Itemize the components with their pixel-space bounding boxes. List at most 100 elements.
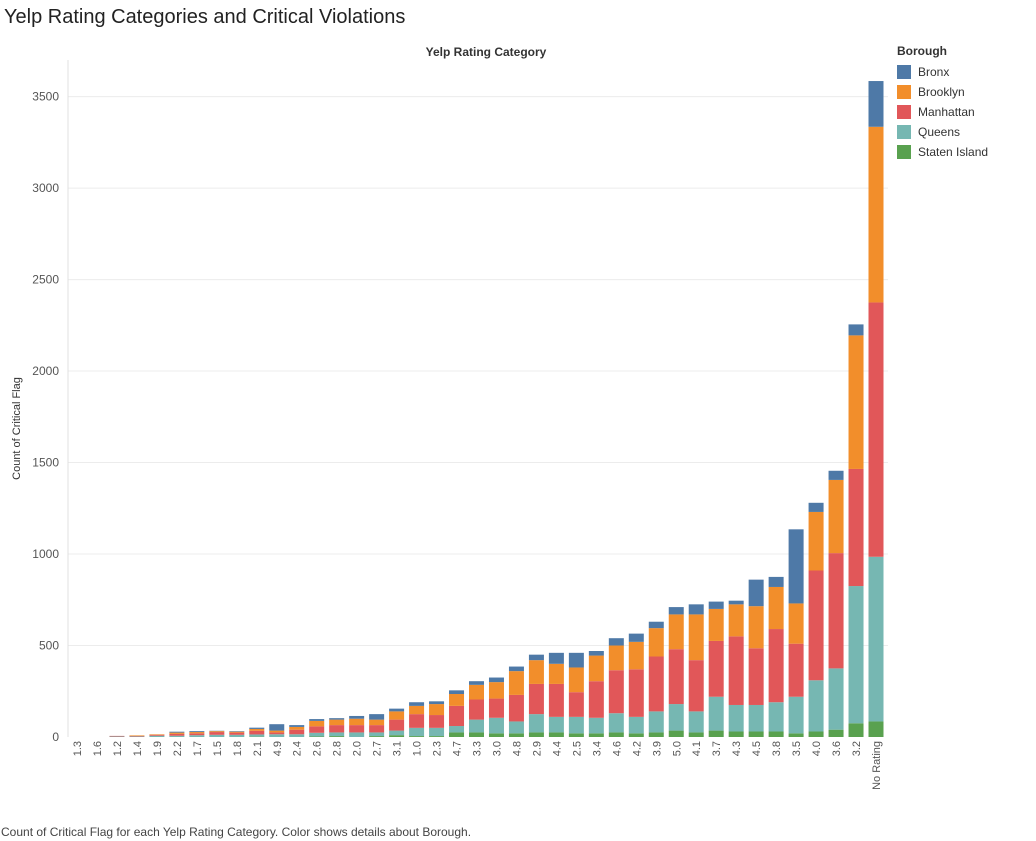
- x-tick-label: 3.9: [651, 741, 663, 756]
- bar-segment-manhattan: [728, 636, 744, 705]
- bar-segment-queens: [229, 734, 245, 737]
- bar-segment-queens: [568, 716, 584, 734]
- bar-segment-brooklyn: [488, 682, 504, 699]
- bar-segment-manhattan: [189, 733, 205, 736]
- bar-segment-bronx: [628, 633, 644, 642]
- bar-segment-manhattan: [588, 681, 604, 718]
- bar-segment-bronx: [708, 601, 724, 609]
- bar-segment-queens: [209, 734, 225, 737]
- bar-segment-staten-island: [748, 731, 764, 737]
- bar-segment-staten-island: [548, 732, 564, 737]
- bar-segment-staten-island: [708, 730, 724, 737]
- bar-segment-bronx: [369, 714, 385, 720]
- x-tick-label: 4.3: [731, 741, 743, 756]
- x-tick-label: 1.3: [72, 741, 84, 756]
- bar-segment-bronx: [189, 731, 205, 733]
- bar-segment-bronx: [868, 81, 884, 127]
- legend-items: Bronx Brooklyn Manhattan Queens Staten Islan…: [897, 62, 988, 162]
- bar-segment-manhattan: [628, 669, 644, 717]
- bar-segment-manhattan: [608, 670, 624, 714]
- legend-item-staten-island[interactable]: Staten Island: [897, 142, 988, 162]
- bar-segment-brooklyn: [249, 728, 265, 731]
- bar-segment-staten-island: [369, 736, 385, 737]
- bar-segment-staten-island: [648, 732, 664, 737]
- bar-segment-bronx: [289, 725, 305, 727]
- bar-segment-brooklyn: [409, 705, 425, 715]
- bar-segment-queens: [409, 727, 425, 737]
- bar-segment-staten-island: [329, 736, 345, 737]
- bar-segment-bronx: [748, 579, 764, 607]
- bar-segment-staten-island: [668, 730, 684, 737]
- x-tick-label: 2.5: [571, 741, 583, 756]
- legend-item-manhattan[interactable]: Manhattan: [897, 102, 988, 122]
- bar-segment-queens: [668, 704, 684, 731]
- bar-segment-staten-island: [309, 736, 325, 737]
- bar-segment-bronx: [548, 652, 564, 664]
- bar-segment-brooklyn: [708, 608, 724, 641]
- legend-swatch: [897, 85, 911, 99]
- bar-segment-brooklyn: [189, 732, 205, 734]
- bar-segment-queens: [169, 735, 185, 737]
- bar-segment-manhattan: [109, 735, 125, 737]
- x-tick-label: 3.8: [771, 741, 783, 756]
- y-tick-label: 2500: [32, 273, 59, 287]
- bar-segment-manhattan: [249, 730, 265, 735]
- bar-segment-brooklyn: [608, 645, 624, 671]
- legend-item-brooklyn[interactable]: Brooklyn: [897, 82, 988, 102]
- x-tick-label: 4.2: [631, 741, 643, 756]
- bar-segment-bronx: [488, 677, 504, 683]
- x-tick-label: No Rating: [871, 741, 883, 790]
- bar-segment-bronx: [608, 638, 624, 646]
- bar-segment-bronx: [728, 600, 744, 605]
- bar-segment-staten-island: [788, 733, 804, 737]
- bar-segment-queens: [748, 704, 764, 732]
- y-tick-label: 3500: [32, 90, 59, 104]
- bar-segment-bronx: [349, 715, 365, 719]
- bar-segment-queens: [289, 734, 305, 737]
- bar-segment-queens: [688, 711, 704, 733]
- legend-item-bronx[interactable]: Bronx: [897, 62, 988, 82]
- bar-segment-manhattan: [469, 699, 484, 720]
- bar-segment-queens: [109, 736, 125, 737]
- bar-segment-bronx: [568, 652, 584, 668]
- bar-segment-brooklyn: [848, 335, 864, 469]
- bar-segment-brooklyn: [688, 614, 704, 661]
- bar-segment-queens: [828, 668, 844, 730]
- bar-segment-queens: [608, 713, 624, 733]
- x-tick-label: 1.8: [232, 741, 244, 756]
- bar-segment-manhattan: [329, 725, 345, 733]
- bar-segment-manhattan: [528, 683, 544, 715]
- legend-swatch: [897, 105, 911, 119]
- bar-segment-brooklyn: [129, 735, 145, 736]
- legend-swatch: [897, 125, 911, 139]
- bar-segment-staten-island: [808, 731, 824, 737]
- bar-segment-bronx: [648, 621, 664, 629]
- bar-segment-bronx: [269, 724, 285, 731]
- bar-segment-bronx: [469, 681, 484, 685]
- bar-segment-staten-island: [508, 733, 524, 737]
- bar-segment-queens: [868, 556, 884, 722]
- bar-segment-manhattan: [748, 648, 764, 705]
- bar-segment-manhattan: [488, 698, 504, 718]
- bar-segment-manhattan: [429, 715, 445, 728]
- bar-segment-brooklyn: [169, 732, 185, 734]
- bar-segment-bronx: [828, 470, 844, 480]
- bar-segment-bronx: [389, 708, 405, 712]
- bar-segment-bronx: [429, 701, 445, 705]
- x-tick-label: 2.8: [332, 741, 344, 756]
- bar-segment-brooklyn: [149, 734, 165, 735]
- x-tick-label: 2.7: [372, 741, 384, 756]
- bar-segment-staten-island: [588, 733, 604, 737]
- chart-caption: Count of Critical Flag for each Yelp Rat…: [1, 825, 472, 839]
- bar-segment-manhattan: [868, 302, 884, 557]
- bar-segment-queens: [369, 732, 385, 737]
- bar-segment-brooklyn: [868, 126, 884, 303]
- x-tick-label: 2.2: [172, 741, 184, 756]
- bar-segment-queens: [309, 732, 325, 737]
- legend-swatch: [897, 65, 911, 79]
- bar-segment-brooklyn: [209, 731, 225, 733]
- bar-segment-queens: [808, 680, 824, 732]
- bar-segment-queens: [469, 719, 484, 733]
- bar-segment-brooklyn: [528, 660, 544, 684]
- legend-item-queens[interactable]: Queens: [897, 122, 988, 142]
